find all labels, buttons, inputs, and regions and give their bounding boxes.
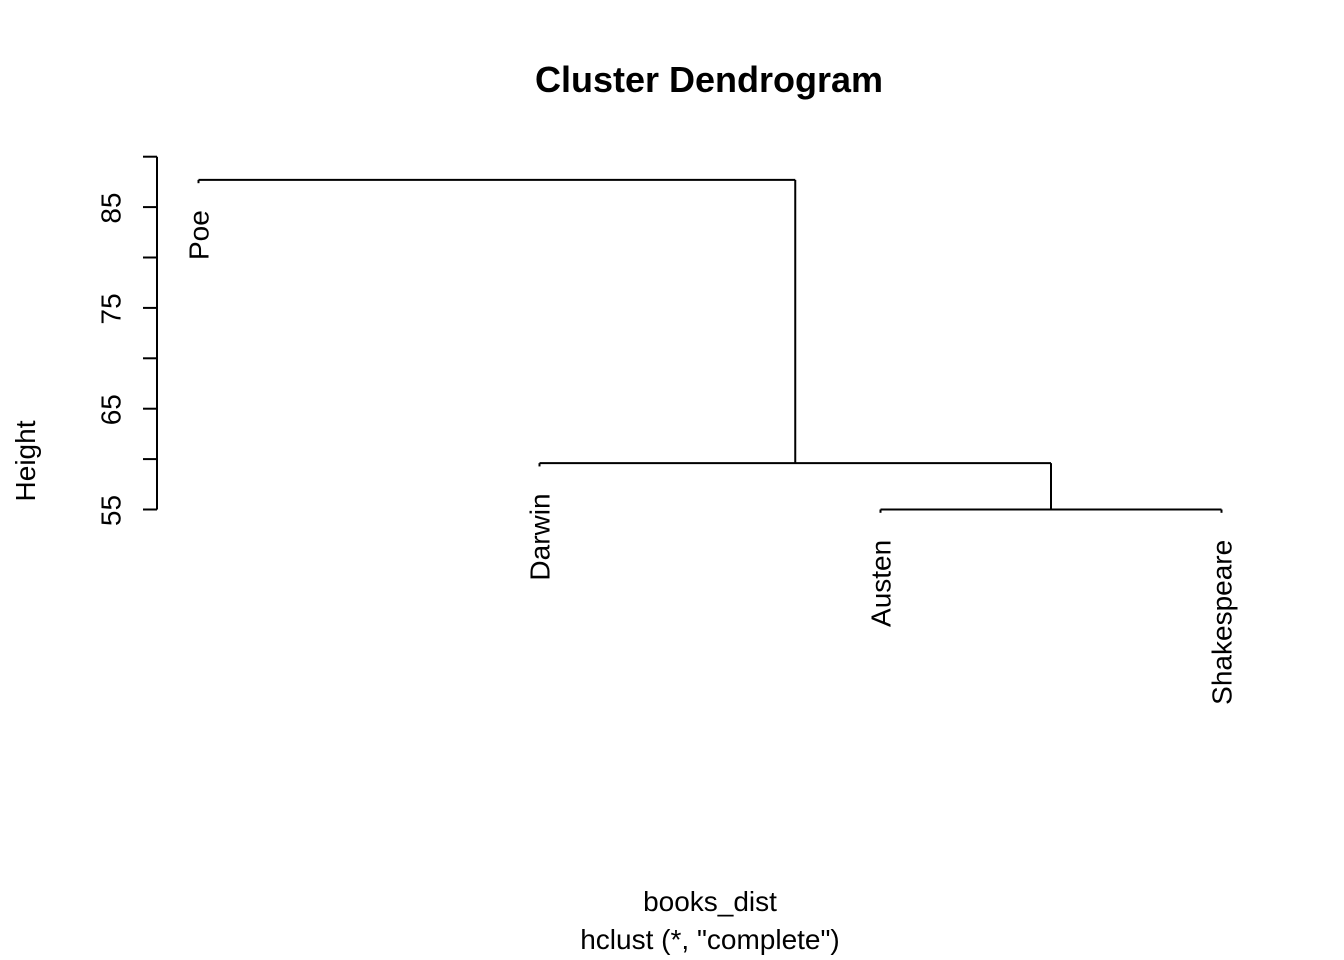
leaf-label-austen: Austen: [866, 540, 897, 627]
y-tick-label-85: 85: [96, 193, 127, 224]
y-tick-label-75: 75: [96, 293, 127, 324]
x-axis-label: books_dist: [643, 886, 777, 917]
chart-title: Cluster Dendrogram: [535, 59, 883, 100]
y-axis-label: Height: [10, 420, 41, 501]
y-tick-label-65: 65: [96, 394, 127, 425]
dendrogram-tree: [197, 178, 1223, 513]
y-tick-label-55: 55: [96, 495, 127, 526]
method-label: hclust (*, "complete"): [580, 924, 840, 955]
leaf-label-darwin: Darwin: [525, 493, 556, 580]
leaf-labels: Poe Darwin Austen Shakespeare: [184, 210, 1238, 705]
y-axis: 55 65 75 85: [96, 155, 158, 526]
leaf-label-shakespeare: Shakespeare: [1207, 540, 1238, 705]
leaf-label-poe: Poe: [184, 210, 215, 260]
